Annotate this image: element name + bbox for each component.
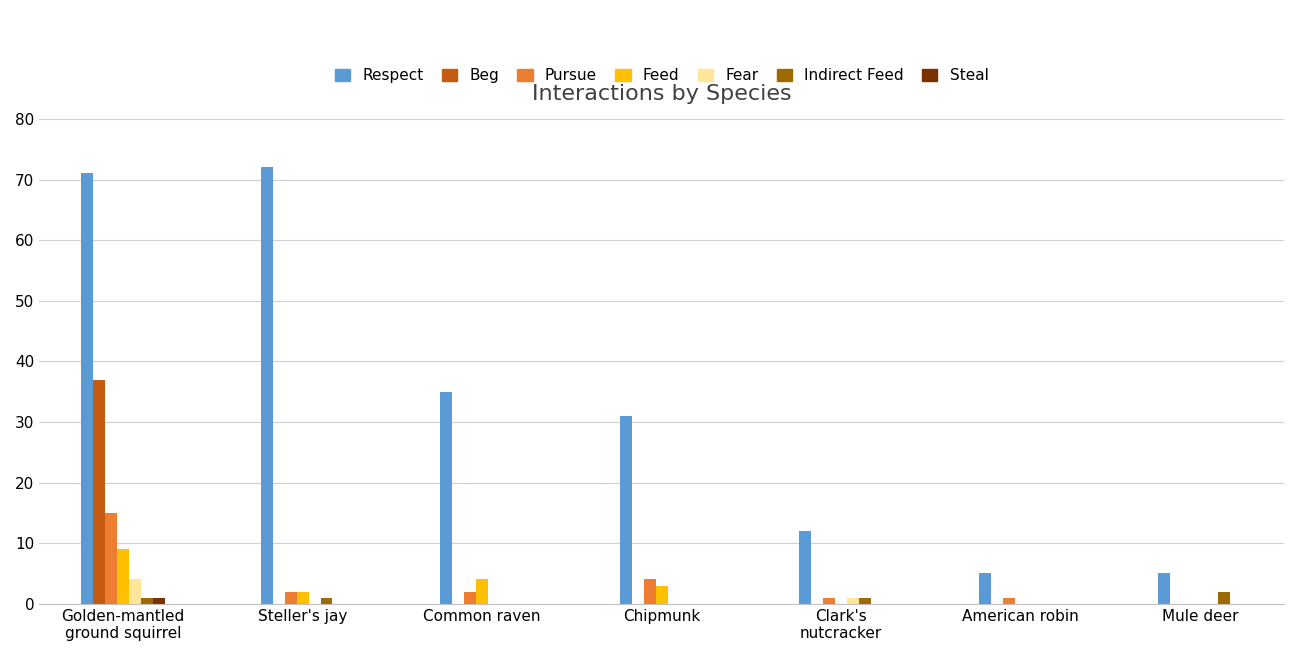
- Bar: [81, 173, 94, 604]
- Bar: [1218, 592, 1230, 604]
- Bar: [129, 579, 142, 604]
- Bar: [1159, 573, 1170, 604]
- Bar: [153, 598, 165, 604]
- Bar: [620, 416, 631, 604]
- Bar: [94, 380, 105, 604]
- Bar: [105, 513, 117, 604]
- Bar: [440, 392, 452, 604]
- Bar: [978, 573, 991, 604]
- Bar: [477, 579, 488, 604]
- Bar: [1003, 598, 1015, 604]
- Bar: [656, 586, 668, 604]
- Bar: [117, 549, 129, 604]
- Bar: [847, 598, 859, 604]
- Bar: [824, 598, 835, 604]
- Bar: [799, 531, 812, 604]
- Legend: Respect, Beg, Pursue, Feed, Fear, Indirect Feed, Steal: Respect, Beg, Pursue, Feed, Fear, Indire…: [330, 64, 994, 88]
- Bar: [644, 579, 656, 604]
- Title: Interactions by Species: Interactions by Species: [531, 83, 791, 104]
- Bar: [321, 598, 333, 604]
- Bar: [296, 592, 309, 604]
- Bar: [284, 592, 296, 604]
- Bar: [261, 167, 273, 604]
- Bar: [859, 598, 872, 604]
- Bar: [464, 592, 477, 604]
- Bar: [142, 598, 153, 604]
